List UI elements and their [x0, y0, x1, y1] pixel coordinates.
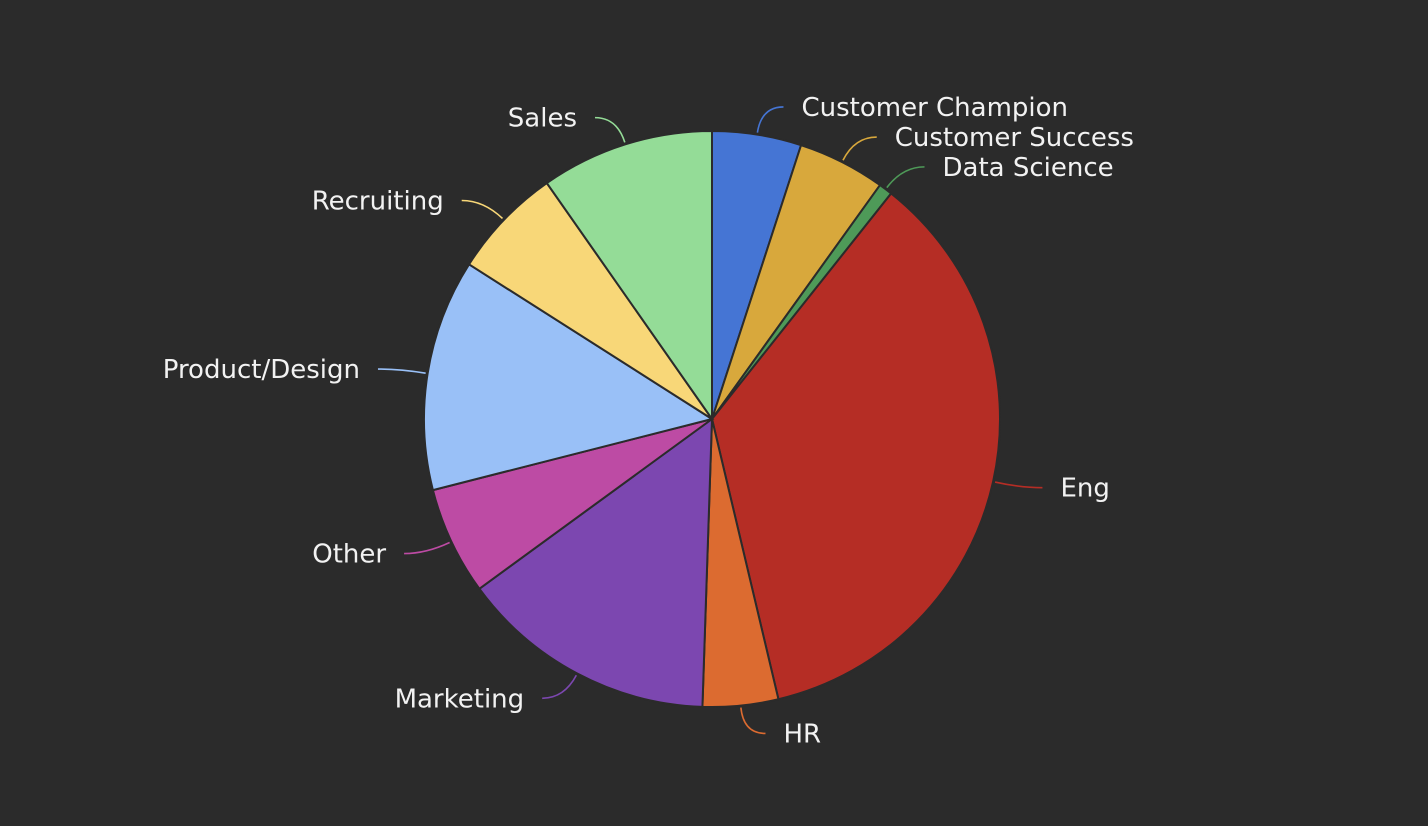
slice-label-customer-champion: Customer Champion — [801, 93, 1068, 123]
slice-label-product-design: Product/Design — [163, 355, 360, 385]
leader-line-other — [404, 541, 450, 555]
leader-line-customer-champion — [756, 106, 784, 133]
slice-label-recruiting: Recruiting — [312, 187, 444, 217]
leader-line-sales — [594, 116, 626, 143]
slice-label-eng: Eng — [1060, 474, 1109, 504]
leader-line-hr — [740, 707, 766, 735]
pie-slice-recruiting[interactable] — [467, 181, 713, 420]
leader-lines-layer — [377, 106, 1043, 735]
leader-line-recruiting — [461, 199, 504, 220]
pie-slice-sales[interactable] — [545, 129, 713, 423]
pie-slice-product-design[interactable] — [423, 262, 715, 492]
slice-label-hr: HR — [783, 719, 821, 749]
leader-line-customer-success — [842, 136, 877, 161]
leader-line-product-design — [377, 368, 426, 374]
leader-line-data-science — [886, 166, 925, 189]
slice-label-sales: Sales — [508, 104, 577, 134]
slice-label-other: Other — [312, 540, 386, 570]
pie-slice-marketing[interactable] — [477, 416, 714, 708]
slice-label-marketing: Marketing — [395, 684, 525, 714]
pie-slice-eng[interactable] — [710, 192, 1001, 701]
slice-label-data-science: Data Science — [943, 153, 1114, 183]
leader-line-marketing — [542, 674, 578, 700]
slices-layer — [423, 129, 1001, 708]
leader-line-eng — [994, 481, 1043, 489]
slice-label-customer-success: Customer Success — [895, 123, 1134, 153]
